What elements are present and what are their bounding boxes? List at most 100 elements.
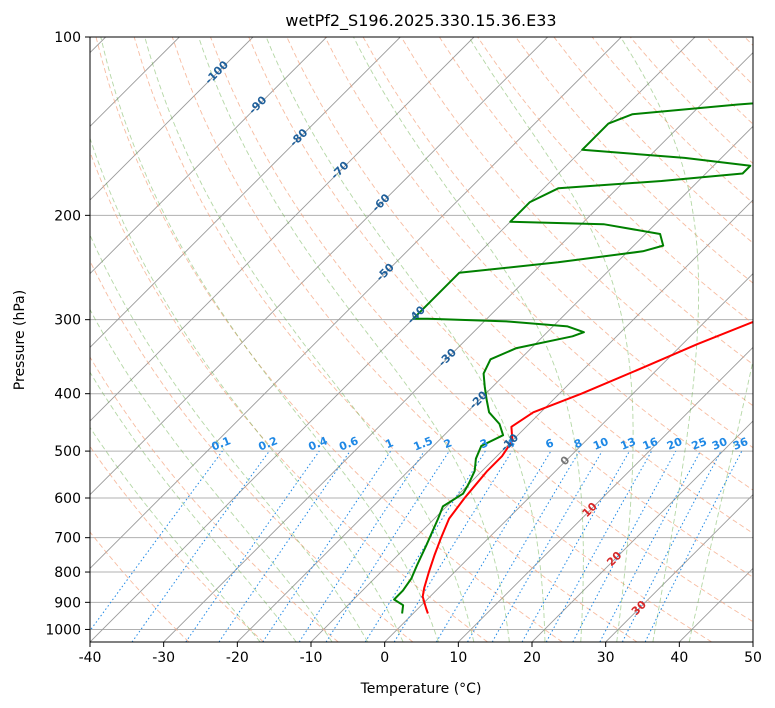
mixing-ratio-label: 10 xyxy=(591,435,610,453)
dry-adiabat-line xyxy=(171,37,712,642)
dry-adiabat-line xyxy=(706,37,753,86)
mixing-ratio-line xyxy=(545,450,653,642)
mixing-ratio-line xyxy=(262,450,392,642)
moist-adiabat-line xyxy=(620,37,700,642)
mixing-ratio-label: 20 xyxy=(665,435,684,453)
isotherm-line xyxy=(458,346,753,642)
temperature-profile-line xyxy=(421,320,753,614)
x-tick-label: -30 xyxy=(152,650,175,666)
isotherm-label: -70 xyxy=(328,158,351,181)
dry-adiabat-line xyxy=(439,37,753,365)
isotherm-line xyxy=(90,37,548,496)
isotherm-label: -90 xyxy=(246,93,269,116)
dry-adiabat-line xyxy=(362,37,753,449)
mixing-ratio-line xyxy=(90,450,223,632)
x-tick-label: 40 xyxy=(670,650,688,666)
mixing-ratio-line xyxy=(218,450,351,642)
dry-adiabat-line xyxy=(744,37,753,47)
mixing-ratio-label: 30 xyxy=(710,435,729,453)
y-tick-label: 700 xyxy=(54,531,81,547)
dry-adiabat-line xyxy=(248,37,753,578)
isotherm-line xyxy=(90,37,622,569)
dry-adiabat-line xyxy=(477,37,753,325)
mixing-ratio-label: 2 xyxy=(442,436,454,451)
dewpoint-profile-line xyxy=(393,102,753,614)
isotherm-label: -20 xyxy=(467,388,490,411)
isotherm-label: -100 xyxy=(202,58,231,87)
moist-adiabat-line xyxy=(144,37,475,642)
mixing-ratio-line xyxy=(393,450,513,642)
mixing-ratio-label: 36 xyxy=(731,435,750,453)
isotherm-line xyxy=(310,199,753,642)
isotherm-line xyxy=(752,641,753,642)
isotherm-line xyxy=(237,125,753,642)
moist-adiabat-line xyxy=(688,358,753,642)
mixing-ratio-line xyxy=(644,450,743,642)
y-tick-label: 600 xyxy=(54,491,81,507)
mixing-ratio-line xyxy=(185,450,320,642)
moist-adiabat-line xyxy=(265,37,546,642)
isotherm-label: -60 xyxy=(369,191,392,214)
isotherm-line xyxy=(531,420,753,642)
mixing-ratio-label: 13 xyxy=(619,435,638,453)
mixing-ratio-line xyxy=(599,450,701,642)
series-layer xyxy=(393,102,753,614)
isotherm-label: 20 xyxy=(604,549,624,569)
x-tick-label: 30 xyxy=(597,650,615,666)
moist-adiabat-line xyxy=(90,426,261,642)
plot-frame xyxy=(89,36,754,643)
mixing-ratio-line xyxy=(521,450,630,642)
dry-adiabat-line xyxy=(553,37,753,244)
dry-adiabat-line xyxy=(133,37,638,642)
y-tick-label: 1000 xyxy=(45,622,81,638)
mixing-ratio-label: 8 xyxy=(572,436,584,451)
mixing-ratio-line xyxy=(435,450,552,642)
moist-adiabat-line xyxy=(90,136,404,642)
mixing-ratio-label: 16 xyxy=(641,435,660,453)
isotherm-line xyxy=(679,567,753,642)
isotherm-line xyxy=(90,37,401,348)
x-tick-label: 20 xyxy=(523,650,541,666)
isotherm-label: 30 xyxy=(629,598,649,618)
isotherm-line xyxy=(90,37,475,422)
mixing-ratio-line xyxy=(298,450,425,642)
dry-adiabat-line xyxy=(515,37,753,284)
dry-adiabat-line xyxy=(324,37,753,491)
dry-adiabat-line xyxy=(90,150,488,642)
y-tick-label: 200 xyxy=(54,208,81,224)
isotherm-label: -30 xyxy=(436,346,459,369)
x-tick-label: 50 xyxy=(744,650,762,666)
isoline-labels: 0.1 0.2 0.4 0.6 1 1.5 2 3 4 6 8 10 13 16 20 25 30 36-100-… xyxy=(202,58,750,618)
x-axis-ticks: -40 -30 -20 -10 0 10 20 30 40 50 xyxy=(79,642,762,666)
isotherm-label: 0 xyxy=(558,453,573,468)
moist-adiabat-line xyxy=(90,308,333,642)
y-tick-label: 500 xyxy=(54,444,81,460)
x-tick-label: 0 xyxy=(380,650,389,666)
isotherm-line xyxy=(163,52,753,642)
isotherm-label: -50 xyxy=(374,261,397,284)
moist-adiabat-line xyxy=(353,37,584,642)
mixing-ratio-line xyxy=(131,450,270,642)
x-tick-label: -40 xyxy=(79,650,102,666)
isotherm-line xyxy=(90,37,254,201)
y-tick-label: 900 xyxy=(54,595,81,611)
isotherm-line xyxy=(605,494,753,642)
mixing-ratio-line xyxy=(572,450,677,642)
dry-adiabat-line xyxy=(668,37,753,125)
mixing-ratio-label: 6 xyxy=(544,436,556,451)
dry-adiabat-line xyxy=(95,37,563,642)
x-tick-label: -20 xyxy=(226,650,249,666)
y-tick-label: 800 xyxy=(54,565,81,581)
dry-adiabat-line xyxy=(90,531,190,642)
mixing-ratio-label: 3 xyxy=(478,436,490,451)
chart-title: wetPf2_S196.2025.330.15.36.E33 xyxy=(285,11,556,31)
x-tick-label: -10 xyxy=(300,650,323,666)
dry-adiabat-line xyxy=(90,445,264,642)
x-tick-label: 10 xyxy=(449,650,467,666)
moist-adiabat-line xyxy=(100,37,439,642)
mixing-ratio-label: 1 xyxy=(383,436,395,451)
x-axis-label: Temperature (°C) xyxy=(360,681,482,697)
isotherm-label: -80 xyxy=(287,126,310,149)
moist-adiabat-line xyxy=(468,37,634,642)
